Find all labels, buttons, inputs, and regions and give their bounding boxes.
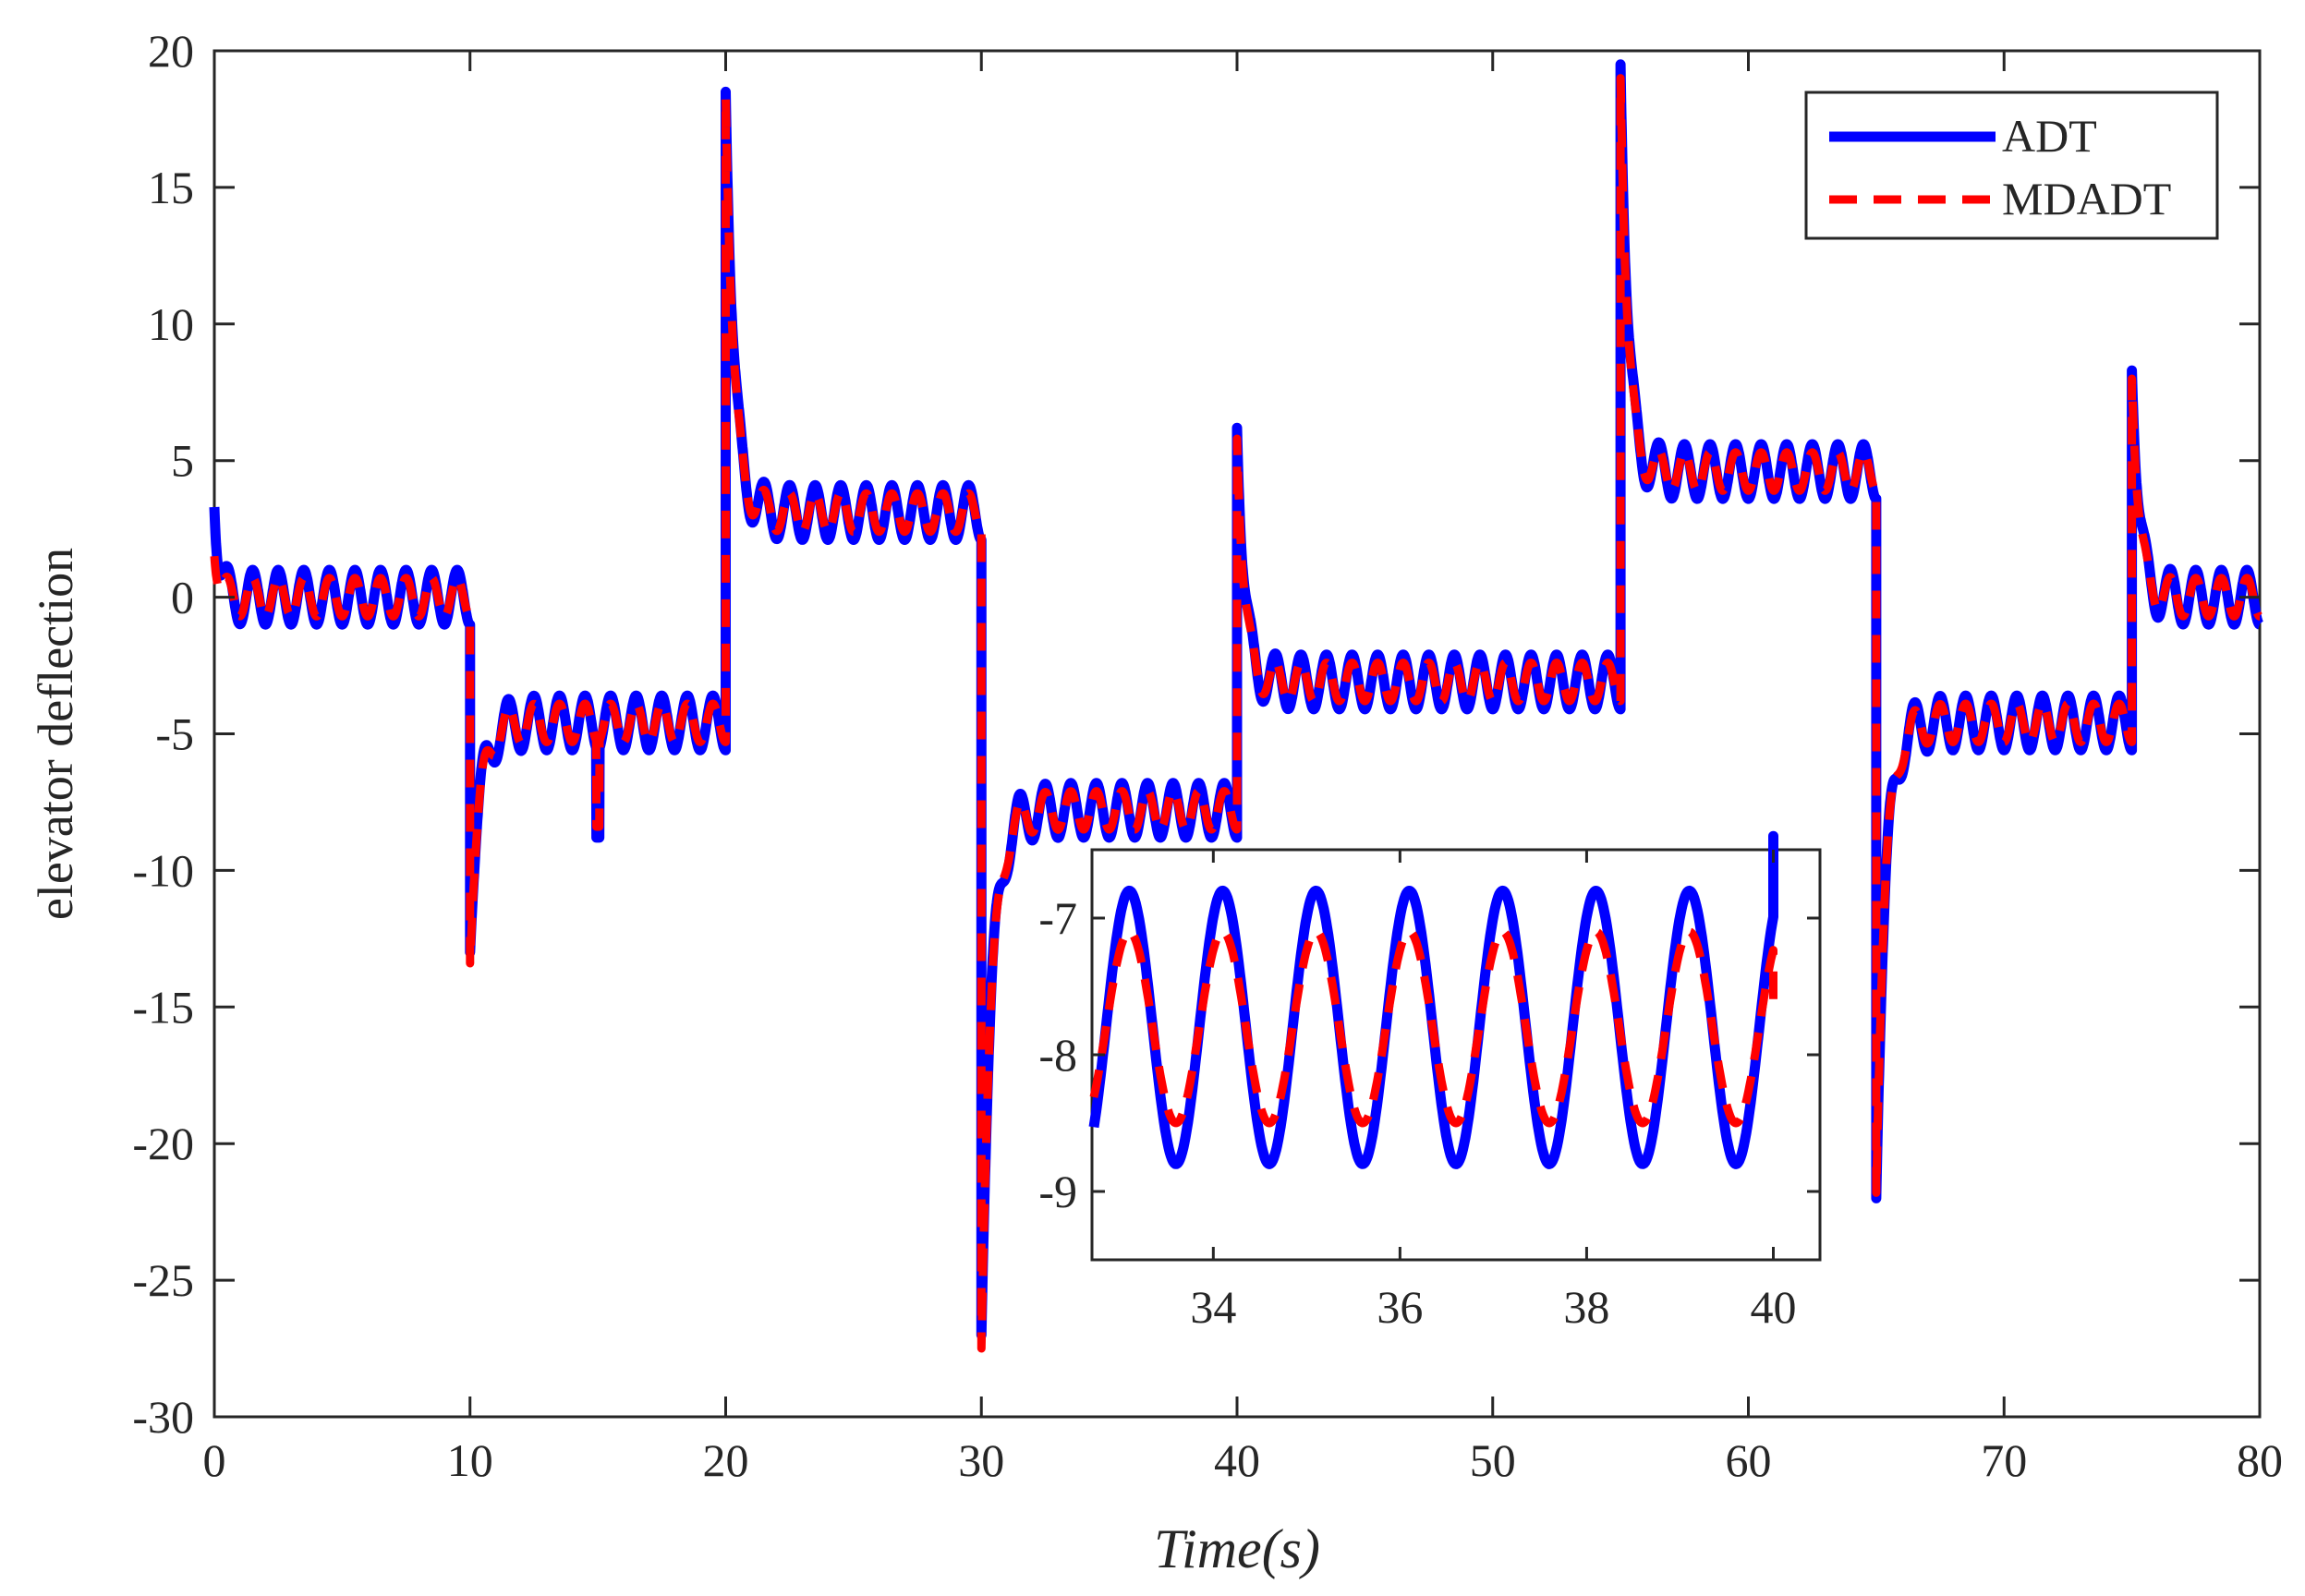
y-tick-label: 0 — [171, 572, 194, 623]
y-tick-label: -25 — [132, 1254, 194, 1306]
y-tick-label: -30 — [132, 1391, 194, 1443]
y-tick-label: -10 — [132, 844, 194, 896]
x-tick-label: 50 — [1470, 1434, 1516, 1486]
inset-x-tick-label: 34 — [1190, 1281, 1236, 1333]
legend-box — [1804, 91, 2219, 240]
legend-label-mdadt: MDADT — [2002, 173, 2171, 224]
inset-y-tick-label: -9 — [1038, 1166, 1077, 1217]
main-series-group — [209, 59, 2265, 1353]
y-tick-label: 5 — [171, 435, 194, 487]
main-axis-ticks: 0 10 20 30 40 50 60 70 8020151050-5-10-15-20-25-… — [132, 25, 2283, 1486]
inset-x-tick-label: 40 — [1750, 1281, 1796, 1333]
inset-series-line-mdadt — [1089, 927, 1777, 1128]
y-tick-label: -5 — [155, 708, 194, 760]
inset-y-tick-label: -8 — [1038, 1029, 1077, 1081]
x-tick-label: 80 — [2237, 1434, 2283, 1486]
legend: ADT MDADT — [1804, 91, 2219, 240]
x-tick-label: 10 — [447, 1434, 493, 1486]
y-tick-label: 20 — [148, 25, 194, 77]
x-axis-label: Time(s) — [1154, 1518, 1320, 1579]
y-tick-label: -20 — [132, 1118, 194, 1169]
inset-y-tick-label: -7 — [1038, 892, 1077, 944]
inset-zoom-plot: 34 36 38 40 -7 -8 -9 — [1038, 830, 1822, 1333]
y-axis-label: elevator deflection — [28, 548, 83, 920]
x-tick-label: 20 — [703, 1434, 749, 1486]
inset-x-tick-label: 36 — [1377, 1281, 1423, 1333]
y-tick-label: 15 — [148, 162, 194, 213]
y-tick-label: 10 — [148, 298, 194, 350]
series-line-mdadt — [210, 74, 2264, 1353]
inset-axis-ticks: 34 36 38 40 -7 -8 -9 — [1038, 850, 1820, 1333]
y-tick-label: -15 — [132, 981, 194, 1033]
inset-x-tick-label: 38 — [1563, 1281, 1609, 1333]
x-tick-label: 30 — [958, 1434, 1004, 1486]
legend-label-adt: ADT — [2002, 110, 2097, 162]
x-tick-label: 70 — [1981, 1434, 2027, 1486]
x-tick-label: 0 — [203, 1434, 226, 1486]
main-plot: 0 10 20 30 40 50 60 70 8020151050-5-10-15-20-25-… — [28, 25, 2283, 1579]
x-tick-label: 60 — [1726, 1434, 1772, 1486]
x-tick-label: 40 — [1214, 1434, 1260, 1486]
inset-series-group — [1088, 830, 1778, 1169]
